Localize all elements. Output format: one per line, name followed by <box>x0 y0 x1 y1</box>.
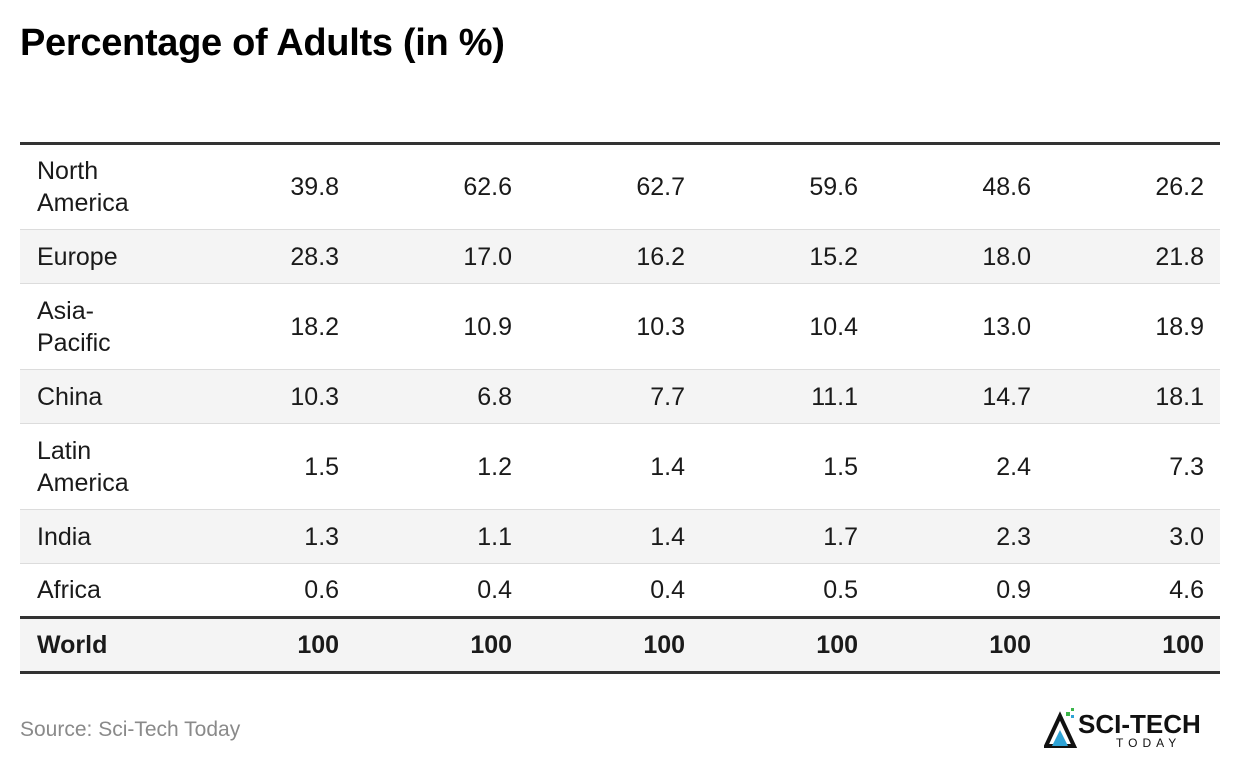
table-cell: 15.2 <box>685 229 859 284</box>
row-label: Europe <box>20 229 167 284</box>
table-cell: 0.4 <box>339 563 513 619</box>
table-cell: 62.7 <box>512 143 686 230</box>
table-cell: 62.6 <box>339 143 513 230</box>
table-cell: 26.2 <box>1031 143 1220 230</box>
table-cell: 0.6 <box>166 563 340 619</box>
table-cell: 10.3 <box>166 369 340 424</box>
row-label: India <box>20 509 167 564</box>
table-cell: 18.2 <box>166 283 340 370</box>
table-cell: 48.6 <box>858 143 1031 230</box>
logo-sub-text: TODAY <box>1116 736 1181 750</box>
table-cell: 16.2 <box>512 229 686 284</box>
table-cell: 3.0 <box>1031 509 1220 564</box>
table-cell: 1.5 <box>685 423 859 510</box>
table-cell: 1.1 <box>339 509 513 564</box>
table-cell: 7.7 <box>512 369 686 424</box>
row-label: Asia- Pacific <box>20 283 167 370</box>
total-cell: 100 <box>166 617 340 673</box>
table-cell: 1.4 <box>512 509 686 564</box>
total-row: World 100 100 100 100 100 100 <box>20 617 1220 673</box>
table-cell: 18.1 <box>1031 369 1220 424</box>
table-cell: 18.9 <box>1031 283 1220 370</box>
table-cell: 1.5 <box>166 423 340 510</box>
data-table: North America 39.8 62.6 62.7 59.6 48.6 26.2 Eur… <box>20 142 1220 674</box>
data-table-wrapper: North America 39.8 62.6 62.7 59.6 48.6 26.2 Eur… <box>20 142 1220 674</box>
table-row: Asia- Pacific 18.2 10.9 10.3 10.4 13.0 18.9 <box>20 283 1220 370</box>
table-cell: 6.8 <box>339 369 513 424</box>
table-cell: 0.9 <box>858 563 1031 619</box>
table-row: China 10.3 6.8 7.7 11.1 14.7 18.1 <box>20 369 1220 424</box>
table-cell: 7.3 <box>1031 423 1220 510</box>
row-label: Latin America <box>20 423 167 510</box>
total-label: World <box>20 617 167 673</box>
table-row: Africa 0.6 0.4 0.4 0.5 0.9 4.6 <box>20 563 1220 619</box>
page-title: Percentage of Adults (in %) <box>20 22 505 64</box>
table-body: North America 39.8 62.6 62.7 59.6 48.6 26.2 Eur… <box>20 143 1220 673</box>
table-row: India 1.3 1.1 1.4 1.7 2.3 3.0 <box>20 509 1220 564</box>
table-cell: 1.2 <box>339 423 513 510</box>
table-cell: 1.4 <box>512 423 686 510</box>
sci-tech-today-logo: SCI-TECH TODAY <box>1042 706 1220 752</box>
table-row: Latin America 1.5 1.2 1.4 1.5 2.4 7.3 <box>20 423 1220 510</box>
table-cell: 17.0 <box>339 229 513 284</box>
table-cell: 18.0 <box>858 229 1031 284</box>
table-cell: 2.3 <box>858 509 1031 564</box>
total-cell: 100 <box>339 617 513 673</box>
table-cell: 4.6 <box>1031 563 1220 619</box>
table-cell: 14.7 <box>858 369 1031 424</box>
table-cell: 2.4 <box>858 423 1031 510</box>
table-cell: 13.0 <box>858 283 1031 370</box>
row-label: China <box>20 369 167 424</box>
table-cell: 10.3 <box>512 283 686 370</box>
table-cell: 0.4 <box>512 563 686 619</box>
table-cell: 1.3 <box>166 509 340 564</box>
table-cell: 11.1 <box>685 369 859 424</box>
total-cell: 100 <box>858 617 1031 673</box>
table-row: Europe 28.3 17.0 16.2 15.2 18.0 21.8 <box>20 229 1220 284</box>
table-cell: 39.8 <box>166 143 340 230</box>
table-cell: 21.8 <box>1031 229 1220 284</box>
table-cell: 28.3 <box>166 229 340 284</box>
table-cell: 10.4 <box>685 283 859 370</box>
total-cell: 100 <box>1031 617 1220 673</box>
table-row: North America 39.8 62.6 62.7 59.6 48.6 26.2 <box>20 143 1220 230</box>
total-cell: 100 <box>685 617 859 673</box>
logo-mark-icon: SCI-TECH TODAY <box>1042 708 1201 750</box>
table-cell: 59.6 <box>685 143 859 230</box>
row-label: North America <box>20 143 167 230</box>
total-cell: 100 <box>512 617 686 673</box>
table-cell: 10.9 <box>339 283 513 370</box>
logo-brand-text: SCI-TECH <box>1078 709 1201 739</box>
table-cell: 0.5 <box>685 563 859 619</box>
table-cell: 1.7 <box>685 509 859 564</box>
row-label: Africa <box>20 563 167 619</box>
source-note: Source: Sci-Tech Today <box>20 718 241 741</box>
